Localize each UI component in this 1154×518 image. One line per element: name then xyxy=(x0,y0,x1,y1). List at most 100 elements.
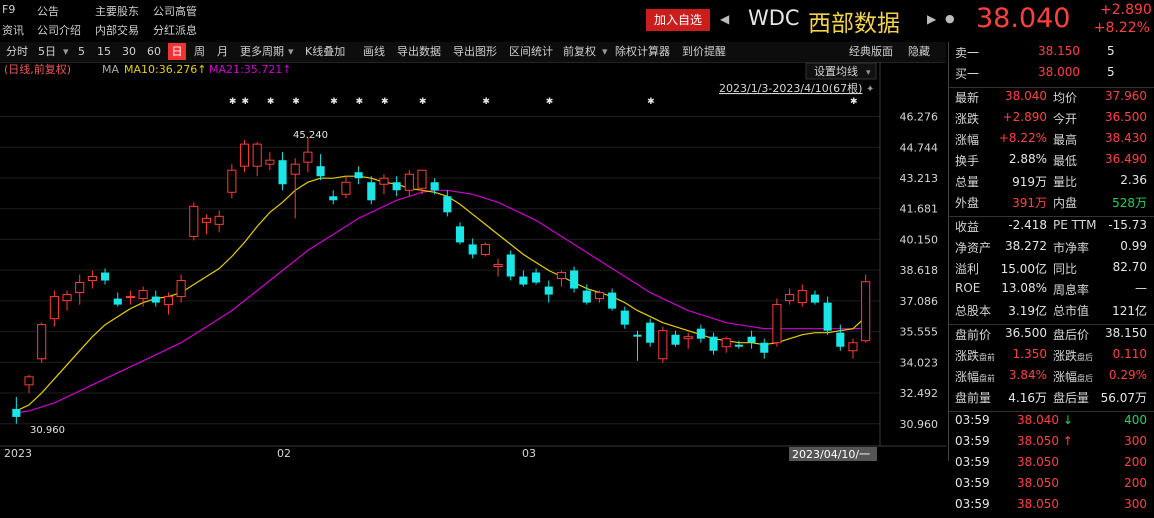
candle-down xyxy=(734,344,743,347)
ma-settings-button[interactable] xyxy=(805,62,877,80)
period-toolbar: 分时 5日 ▾ 5 15 30 60 日 周 月 更多周期 ▾ K线叠加 画线 … xyxy=(0,42,946,63)
divider xyxy=(949,324,1154,325)
candle-up xyxy=(227,169,237,193)
prepost-value: 4.16万 xyxy=(1008,391,1047,405)
tab-weekly[interactable]: 周 xyxy=(194,45,205,58)
ex-rights-calculator-button[interactable]: 除权计算器 xyxy=(615,45,670,58)
nav-insider-trading[interactable]: 内部交易 xyxy=(95,24,139,37)
tab-monthly[interactable]: 月 xyxy=(217,45,228,58)
candle-down xyxy=(329,196,338,201)
pin-icon[interactable]: ✦ xyxy=(866,84,874,95)
fund-label: 周息率 xyxy=(1053,283,1090,297)
nav-news[interactable]: 资讯 xyxy=(2,24,24,37)
candle-down xyxy=(633,334,642,337)
add-to-watchlist-button[interactable]: 加入自选 xyxy=(646,9,710,31)
kline-chart[interactable]: 46.276 44.744 43.213 41.681 40.150 38.618 37.0… xyxy=(0,62,946,461)
candle-up xyxy=(848,342,858,352)
export-chart-button[interactable]: 导出图形 xyxy=(453,45,497,58)
candle-up xyxy=(87,276,97,282)
ask-label: 卖一 xyxy=(955,46,980,60)
event-marker-icon: ✱ xyxy=(292,97,300,107)
fund-label: 总股本 xyxy=(955,304,992,318)
nav-major-shareholders[interactable]: 主要股东 xyxy=(95,5,139,18)
tab-30min[interactable]: 30 xyxy=(122,45,136,58)
divider xyxy=(949,411,1154,412)
prepost-label: 盘后价 xyxy=(1053,328,1090,342)
chevron-down-icon[interactable]: ▾ xyxy=(602,45,608,58)
more-dot-icon[interactable]: ● xyxy=(945,12,955,25)
candle-up xyxy=(683,336,693,340)
price-alert-button[interactable]: 到价提醒 xyxy=(682,45,726,58)
chevron-down-icon[interactable]: ▾ xyxy=(63,45,69,58)
y-tick-label: 38.618 xyxy=(900,264,939,277)
y-tick-label: 43.213 xyxy=(900,172,939,185)
export-data-button[interactable]: 导出数据 xyxy=(397,45,441,58)
stat-label: 涨幅 xyxy=(955,133,980,147)
candle-up xyxy=(75,282,85,294)
candle-up xyxy=(556,272,566,280)
prepost-value: 36.500 xyxy=(1005,326,1047,340)
nav-dividends[interactable]: 分红派息 xyxy=(153,24,197,37)
tick-price: 38.040 ↓ xyxy=(1017,413,1073,427)
prev-stock-icon[interactable]: ◀ xyxy=(720,12,730,26)
classic-layout-button[interactable]: 经典版面 xyxy=(849,45,893,58)
tab-5min[interactable]: 5 xyxy=(78,45,85,58)
y-tick-label: 35.555 xyxy=(900,326,939,339)
candle-down xyxy=(367,182,376,201)
tab-daily[interactable]: 日 xyxy=(168,43,186,60)
nav-f9[interactable]: F9 xyxy=(2,3,16,16)
nav-executives[interactable]: 公司高管 xyxy=(153,5,197,18)
chevron-down-icon[interactable]: ▾ xyxy=(288,45,294,58)
range-stats-button[interactable]: 区间统计 xyxy=(509,45,553,58)
candle-down xyxy=(696,328,705,339)
range-label[interactable]: 2023/1/3-2023/4/10(67根) xyxy=(719,81,862,95)
tick-time: 03:59 xyxy=(955,413,990,427)
tab-60min[interactable]: 60 xyxy=(147,45,161,58)
next-stock-icon[interactable]: ▶ xyxy=(927,12,937,26)
fund-value: 38.272 xyxy=(1005,239,1047,253)
grid xyxy=(0,116,880,425)
y-tick-label: 44.744 xyxy=(900,141,939,154)
candle-down xyxy=(836,332,845,347)
tick-volume: 300 xyxy=(1124,497,1147,511)
candle-down xyxy=(354,172,363,179)
candle-down xyxy=(620,310,629,325)
candle-up xyxy=(138,290,148,300)
candle-up xyxy=(861,281,871,342)
hide-button[interactable]: 隐藏 xyxy=(908,45,930,58)
event-marker-icon: ✱ xyxy=(647,97,655,107)
tick-price: 38.050 xyxy=(1017,455,1059,469)
stat-label: 换手 xyxy=(955,154,980,168)
draw-line-button[interactable]: 画线 xyxy=(363,45,385,58)
price-change: +2.890 xyxy=(1100,2,1152,18)
more-periods-button[interactable]: 更多周期 xyxy=(240,45,284,58)
nav-announcements[interactable]: 公告 xyxy=(37,5,59,18)
nav-company-profile[interactable]: 公司介绍 xyxy=(37,24,81,37)
prepost-label: 涨幅盘前 xyxy=(955,370,996,384)
legend-ma: MA xyxy=(102,63,119,76)
candle-up xyxy=(49,296,59,320)
y-tick-label: 32.492 xyxy=(900,387,939,400)
candle-up xyxy=(493,263,503,267)
tick-row: 03:59 38.050 200 xyxy=(949,476,1154,497)
tab-intraday[interactable]: 分时 xyxy=(6,45,28,58)
stat-label: 量比 xyxy=(1053,175,1078,189)
fund-value: 3.19亿 xyxy=(1008,304,1047,318)
prepost-value: 38.150 xyxy=(1105,326,1147,340)
candle-down xyxy=(810,294,820,303)
prepost-row: 涨幅盘前 3.84% 涨幅盘后 0.29% xyxy=(949,368,1154,389)
tab-15min[interactable]: 15 xyxy=(97,45,111,58)
fund-value: 82.70 xyxy=(1112,260,1147,274)
stat-value: 2.88% xyxy=(1008,152,1047,166)
kline-overlay-button[interactable]: K线叠加 xyxy=(305,45,346,58)
candle-down xyxy=(823,302,832,331)
stat-value: 391万 xyxy=(1012,196,1047,210)
tab-5day[interactable]: 5日 xyxy=(38,45,56,58)
forward-adjust-button[interactable]: 前复权 xyxy=(563,45,596,58)
quote-header: 加入自选 ◀ WDC 西部数据 ▶ ● 38.040 +2.890 +8.22% xyxy=(640,0,1154,40)
tick-price: 38.050 ↑ xyxy=(1017,434,1073,448)
event-marker-icon: ✱ xyxy=(330,97,338,107)
quote-panel: 卖一 38.150 5 买一 38.000 5 最新 38.040 均价 37.960 涨跌 +2.8… xyxy=(948,42,1154,511)
event-marker-icon: ✱ xyxy=(267,97,275,107)
stat-value: +2.890 xyxy=(1002,110,1047,124)
